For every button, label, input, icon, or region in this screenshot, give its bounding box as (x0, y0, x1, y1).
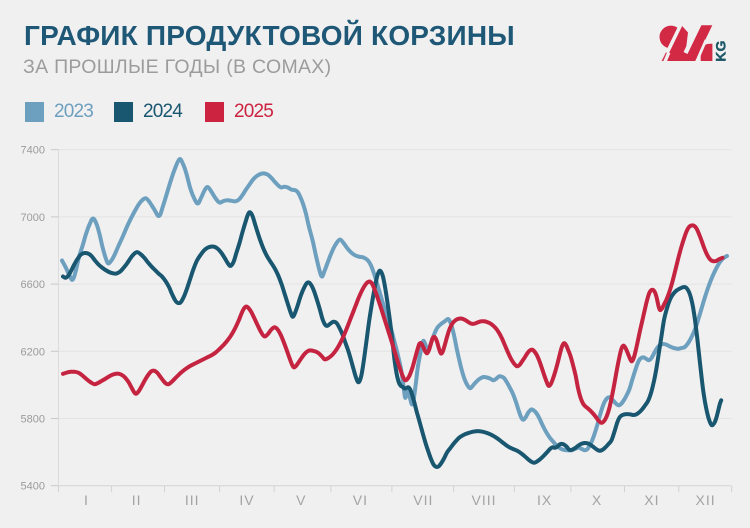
svg-text:5800: 5800 (21, 414, 45, 426)
svg-text:X: X (592, 492, 602, 508)
svg-text:VIII: VIII (471, 492, 496, 508)
svg-text:II: II (132, 492, 142, 508)
svg-text:VI: VI (353, 492, 368, 508)
svg-text:7000: 7000 (21, 212, 45, 224)
svg-text:5400: 5400 (21, 481, 45, 493)
svg-text:V: V (296, 492, 306, 508)
svg-text:6200: 6200 (21, 346, 45, 358)
svg-text:XII: XII (696, 492, 716, 508)
svg-text:I: I (84, 492, 89, 508)
svg-text:IV: IV (239, 492, 254, 508)
svg-text:KG: KG (713, 40, 729, 61)
svg-text:III: III (185, 492, 200, 508)
svg-text:XI: XI (644, 492, 659, 508)
svg-text:IX: IX (537, 492, 552, 508)
svg-text:6600: 6600 (21, 279, 45, 291)
svg-text:7400: 7400 (21, 145, 45, 157)
svg-text:VII: VII (413, 492, 433, 508)
